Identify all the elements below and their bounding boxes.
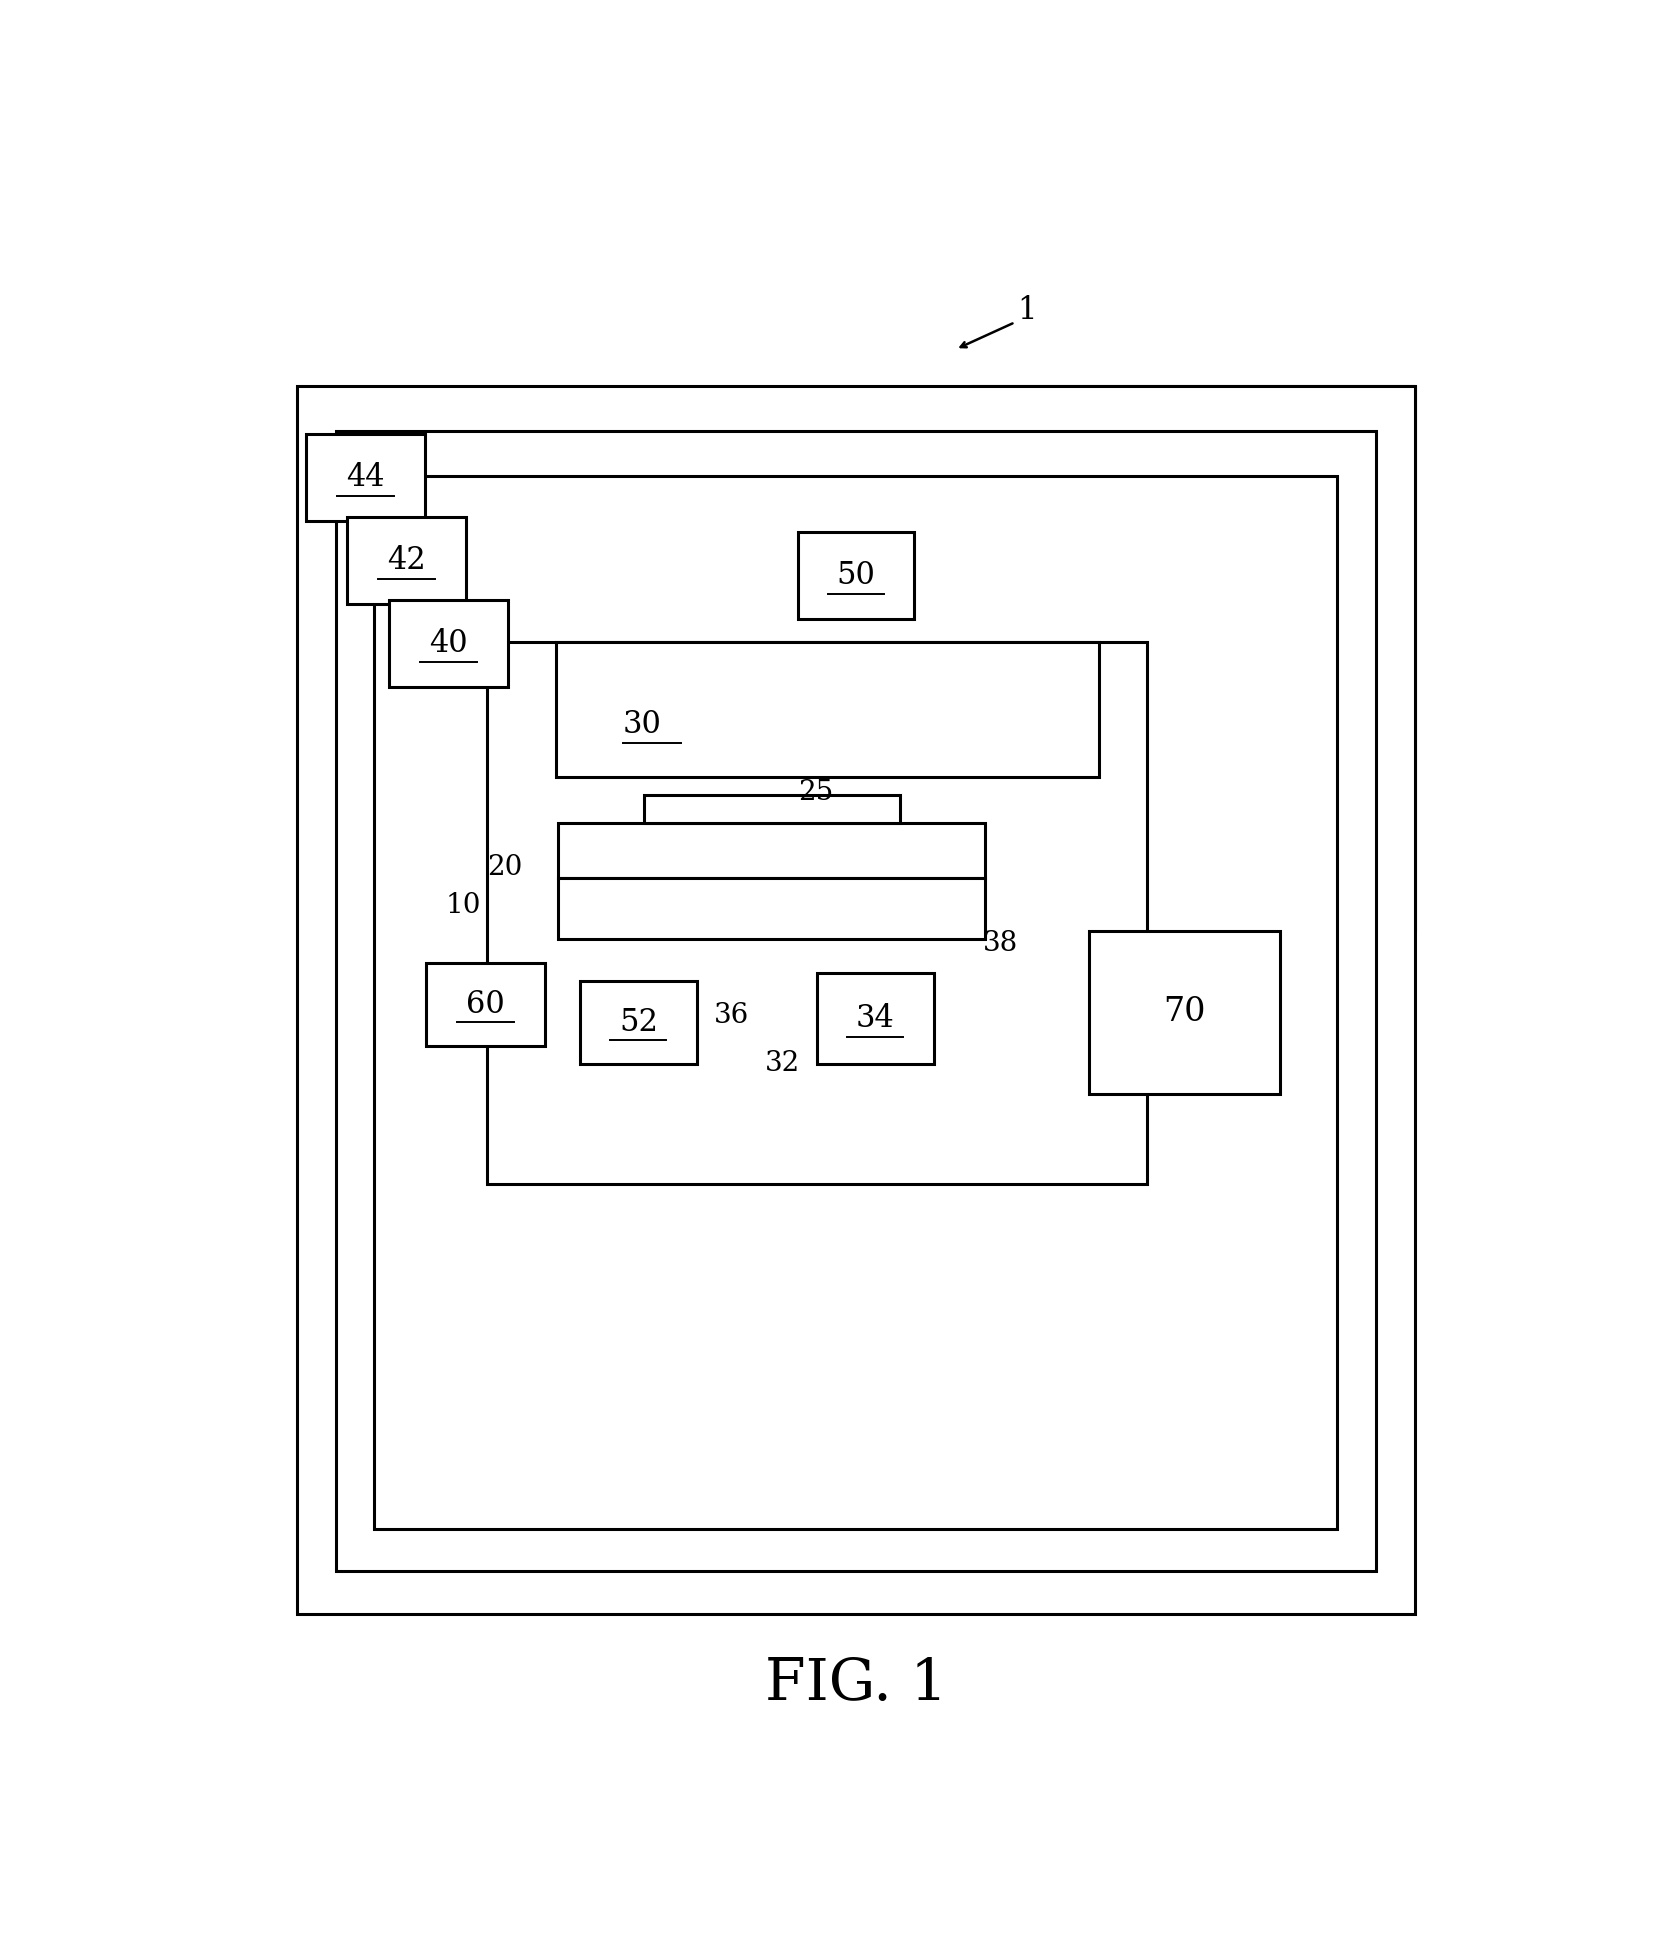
Bar bbox=[579, 980, 696, 1065]
Text: 32: 32 bbox=[765, 1051, 800, 1076]
Text: 60: 60 bbox=[466, 988, 504, 1020]
Bar bbox=[558, 822, 985, 879]
Bar bbox=[389, 599, 508, 687]
Text: 30: 30 bbox=[623, 708, 661, 740]
Text: 50: 50 bbox=[837, 560, 875, 591]
Bar bbox=[374, 476, 1338, 1528]
Bar bbox=[798, 532, 913, 618]
Bar bbox=[426, 963, 544, 1045]
Bar bbox=[297, 386, 1414, 1615]
Bar bbox=[488, 642, 1147, 1184]
Bar bbox=[817, 973, 934, 1065]
Text: 34: 34 bbox=[857, 1002, 895, 1033]
Bar bbox=[306, 434, 424, 521]
Text: 10: 10 bbox=[446, 892, 481, 920]
Bar bbox=[336, 431, 1376, 1571]
Text: 38: 38 bbox=[982, 930, 1019, 957]
Text: 40: 40 bbox=[429, 628, 468, 660]
Text: 20: 20 bbox=[488, 855, 523, 881]
Text: 52: 52 bbox=[620, 1006, 658, 1037]
Text: 1: 1 bbox=[1017, 296, 1037, 325]
Bar bbox=[1089, 932, 1281, 1094]
Text: 42: 42 bbox=[387, 544, 426, 575]
Bar bbox=[643, 795, 900, 822]
Text: 25: 25 bbox=[798, 779, 833, 806]
Bar bbox=[558, 879, 985, 939]
Text: FIG. 1: FIG. 1 bbox=[765, 1656, 947, 1712]
Bar bbox=[347, 517, 466, 605]
Text: 44: 44 bbox=[346, 462, 384, 493]
Text: 36: 36 bbox=[713, 1002, 748, 1029]
Text: 70: 70 bbox=[1164, 996, 1206, 1027]
Bar bbox=[556, 642, 1099, 777]
